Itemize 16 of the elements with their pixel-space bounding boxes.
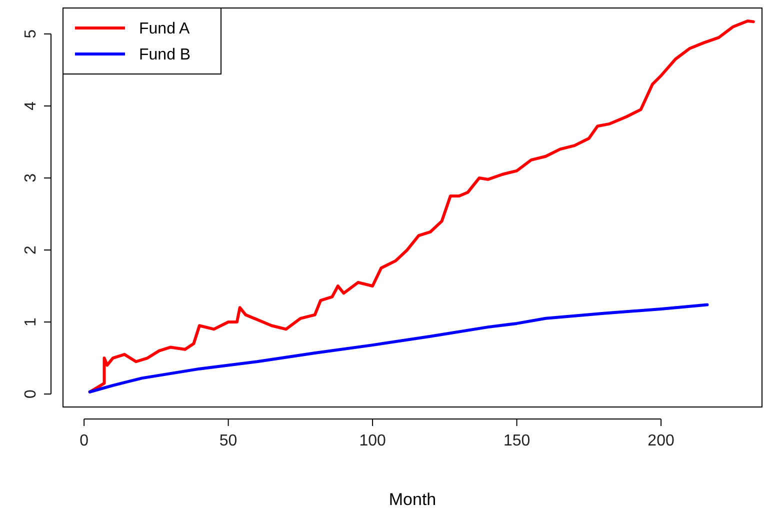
line-series [88, 19, 755, 394]
y-tick-label: 3 [22, 173, 40, 182]
y-tick-label: 4 [22, 101, 40, 110]
x-tick-label: 100 [359, 432, 386, 450]
y-tick-label: 0 [22, 389, 40, 398]
y-tick-label: 2 [22, 245, 40, 254]
x-axis-title: Month [388, 490, 436, 509]
x-tick-label: 150 [503, 432, 530, 450]
y-tick-label: 5 [22, 29, 40, 38]
y-tick-label: 1 [22, 317, 40, 326]
x-tick-label: 200 [648, 432, 674, 450]
x-tick-label: 0 [80, 432, 89, 450]
x-tick-label: 50 [219, 432, 238, 450]
line-series [88, 303, 709, 394]
legend-label: Fund B [139, 46, 191, 64]
legend-label: Fund A [139, 20, 190, 38]
